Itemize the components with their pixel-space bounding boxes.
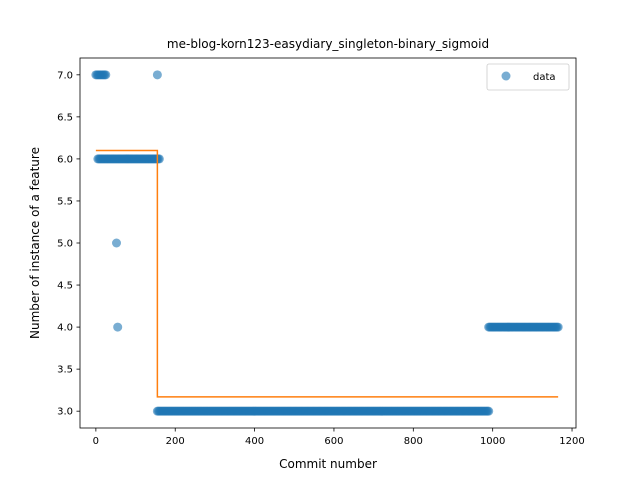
y-axis-label: Number of instance of a feature [28,147,42,339]
x-axis-label: Commit number [279,457,377,471]
legend-label-data: data [533,72,556,83]
legend-marker-data [501,71,511,81]
scatter-point [112,238,122,248]
scatter-point [154,154,164,164]
y-tick-label: 6.0 [57,154,73,165]
plot-background [80,58,576,428]
x-tick-label: 0 [93,436,99,447]
y-tick-label: 4.5 [57,281,73,292]
x-tick-label: 600 [324,436,343,447]
chart-title: me-blog-korn123-easydiary_singleton-bina… [167,37,489,51]
scatter-series-data [91,70,563,416]
y-tick-label: 5.5 [57,196,73,207]
y-tick-label: 5.0 [57,239,73,250]
legend: data [486,63,570,91]
x-tick-label: 400 [245,436,264,447]
legend-box [486,63,570,91]
scatter-point [484,406,494,416]
y-tick-label: 4.0 [57,323,73,334]
scatter-point [101,70,111,80]
scatter-point [113,322,123,332]
y-tick-label: 3.5 [57,365,73,376]
plot-frame [79,57,577,429]
y-tick-label: 3.0 [57,407,73,418]
x-tick-label: 800 [404,436,423,447]
y-tick-label: 6.5 [57,112,73,123]
scatter-point [553,322,563,332]
x-axis-ticks: 0 200 400 600 800 1000 1200 [93,428,585,447]
fit-line [95,149,559,398]
y-axis-ticks: 3.0 3.5 4.0 4.5 5.0 5.5 6.0 6.5 7.0 [57,70,80,418]
plot-area: 0 200 400 600 800 1000 1200 3.0 3.5 4.0 4.5 5.0 5.5… [57,57,585,447]
y-tick-label: 7.0 [57,70,73,81]
scatter-point [152,70,162,80]
x-tick-label: 200 [166,436,185,447]
x-tick-label: 1200 [559,436,584,447]
x-tick-label: 1000 [480,436,505,447]
